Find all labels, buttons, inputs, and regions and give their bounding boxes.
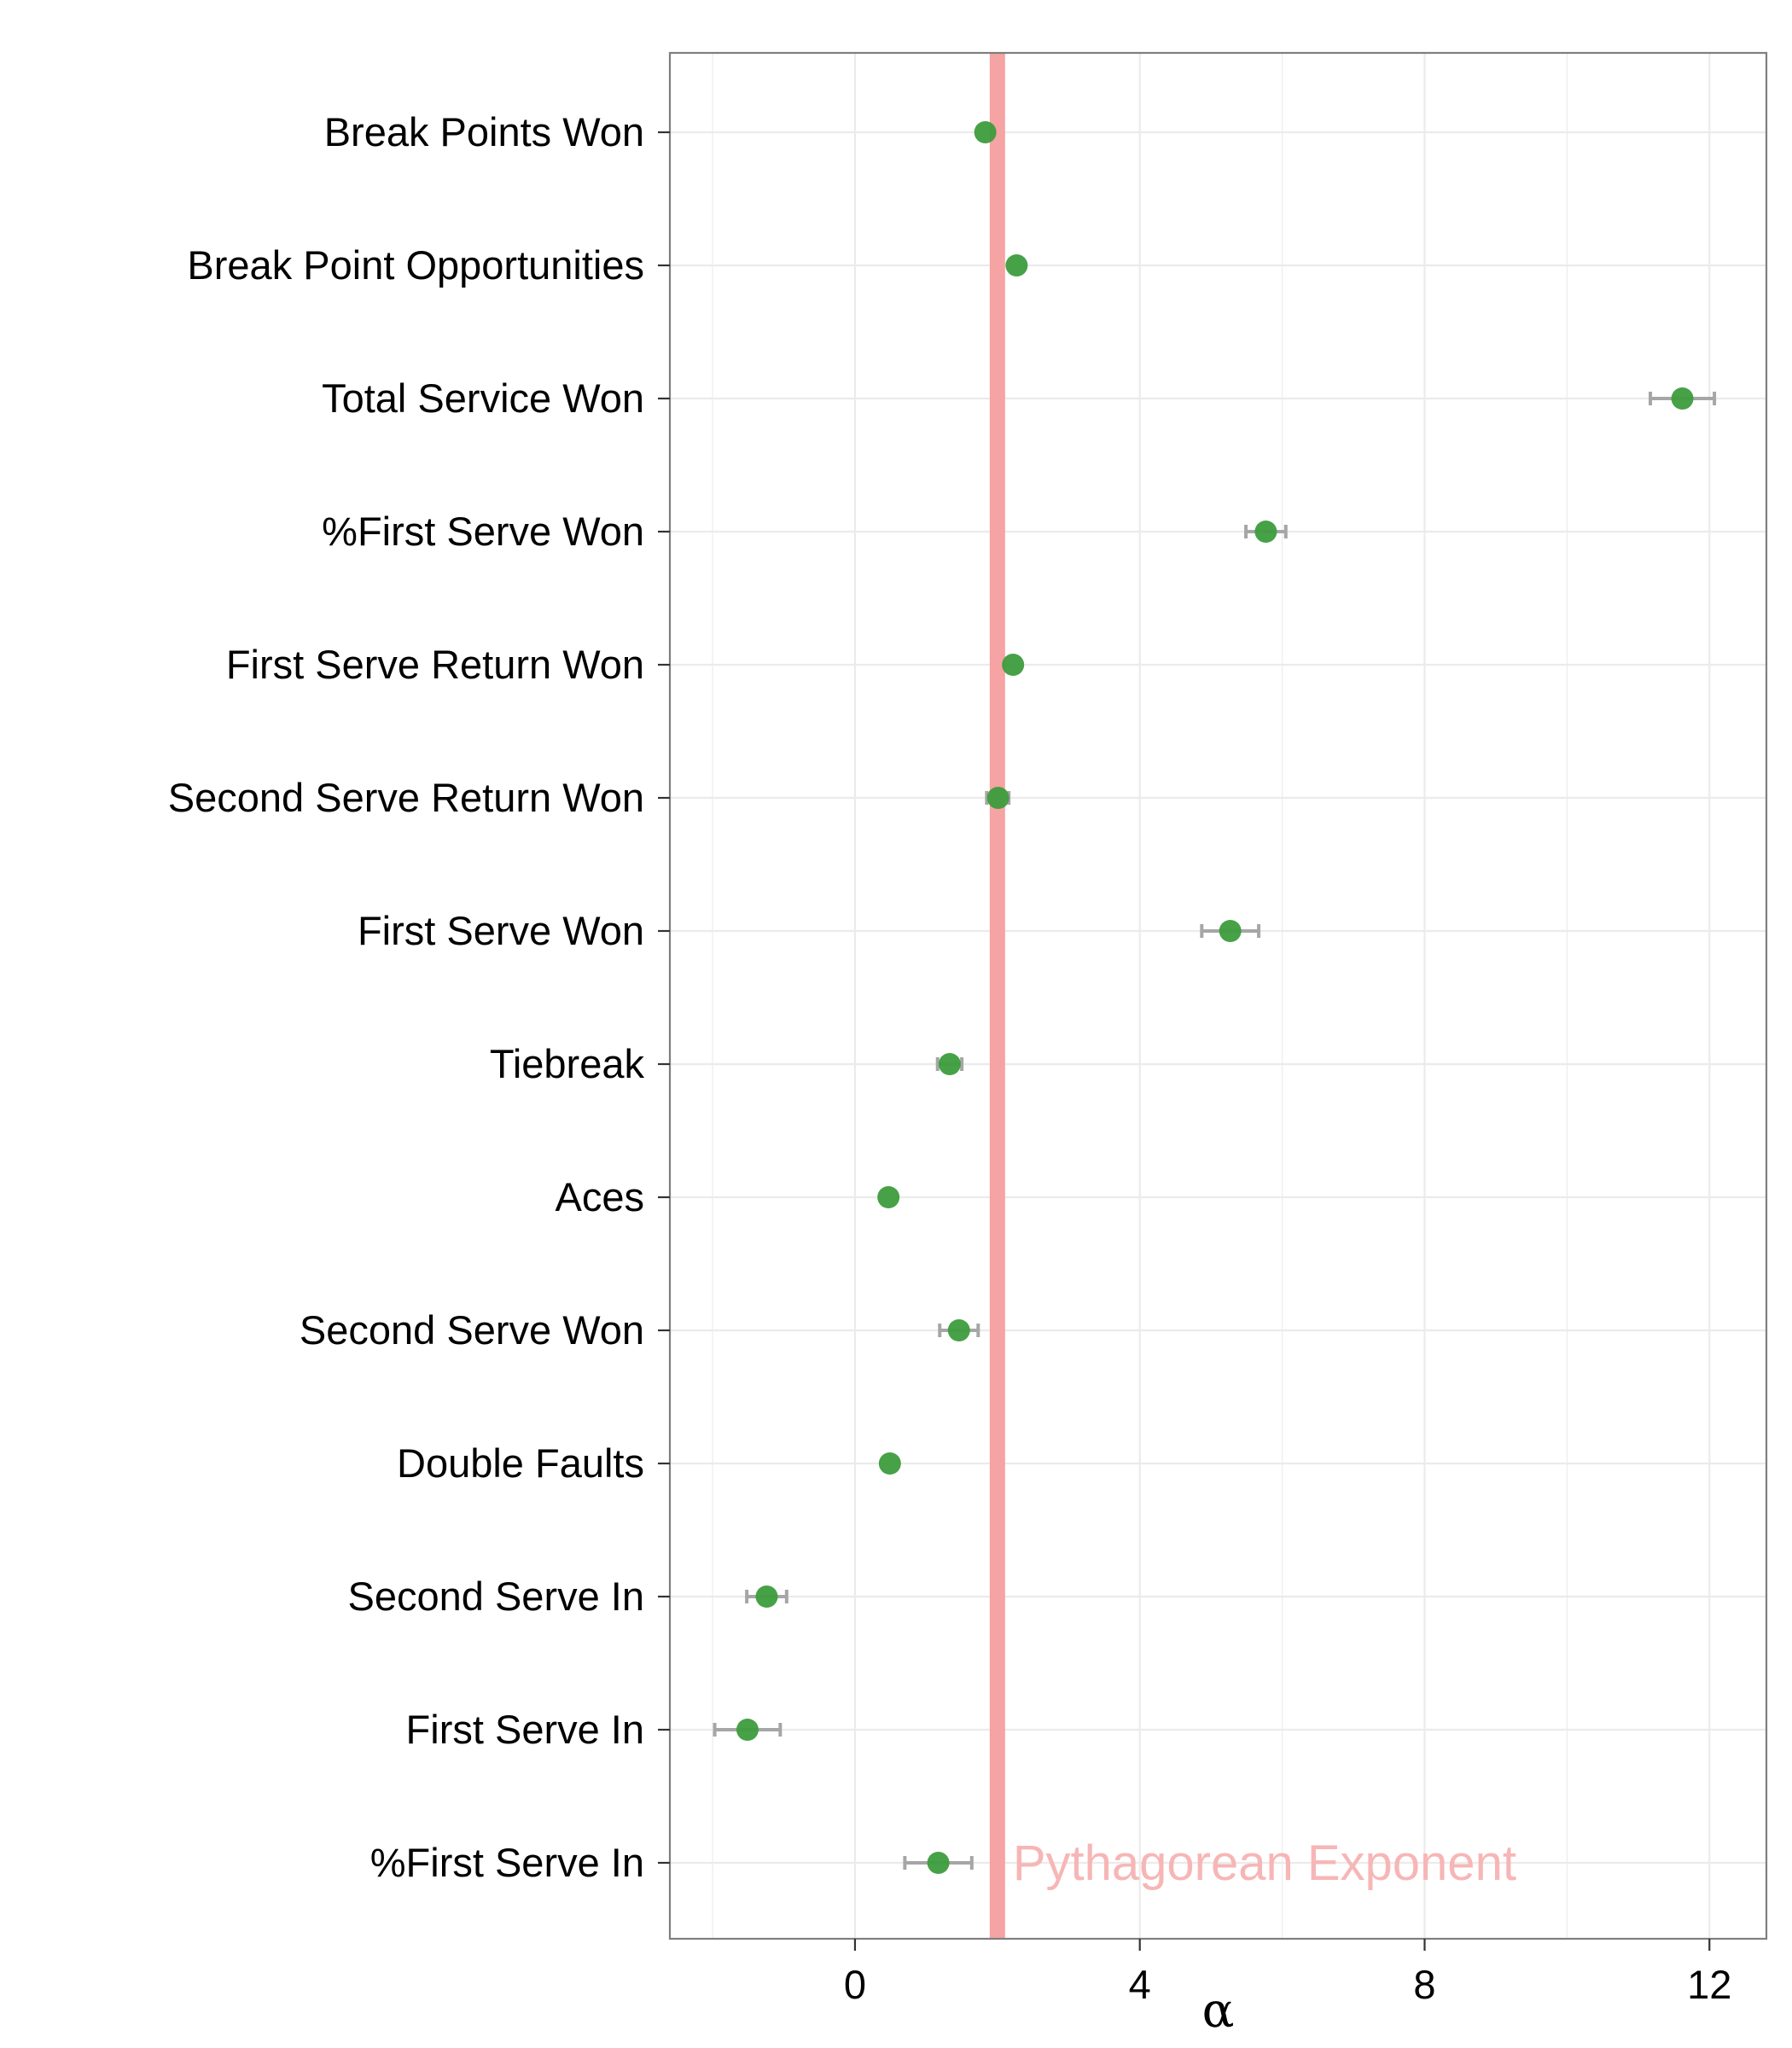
data-point bbox=[878, 1452, 901, 1475]
y-tick-label: First Serve Return Won bbox=[226, 642, 644, 687]
y-tick-label: Double Faults bbox=[397, 1440, 644, 1486]
x-axis: 0 4 8 12 bbox=[844, 1939, 1731, 2007]
data-point bbox=[938, 1053, 961, 1075]
data-point bbox=[1254, 521, 1277, 543]
y-tick-label: %First Serve Won bbox=[322, 509, 644, 554]
y-tick-label: Total Service Won bbox=[322, 375, 644, 421]
x-tick-label: 4 bbox=[1129, 1962, 1151, 2007]
y-tick-label: Break Points Won bbox=[324, 109, 644, 154]
y-tick-label: Aces bbox=[556, 1174, 645, 1219]
y-tick-label: First Serve In bbox=[406, 1707, 644, 1752]
y-tick-label: Second Serve Return Won bbox=[168, 775, 644, 820]
data-point bbox=[1005, 254, 1028, 276]
data-point bbox=[1002, 654, 1025, 676]
data-point bbox=[927, 1852, 950, 1874]
plot-background bbox=[670, 53, 1766, 1939]
x-axis-title: α bbox=[1202, 1983, 1235, 2039]
x-tick-label: 8 bbox=[1413, 1962, 1435, 2007]
y-tick-label: First Serve Won bbox=[358, 908, 644, 953]
y-tick-label: Break Point Opportunities bbox=[187, 242, 644, 288]
data-point bbox=[1671, 387, 1694, 410]
plot-border bbox=[668, 51, 1768, 1940]
y-tick-label: Second Serve In bbox=[348, 1574, 645, 1619]
data-point bbox=[877, 1186, 900, 1208]
data-point bbox=[947, 1319, 970, 1341]
y-tick-label: %First Serve In bbox=[370, 1840, 644, 1885]
data-point bbox=[1219, 920, 1242, 942]
y-tick-label: Tiebreak bbox=[490, 1041, 645, 1086]
reference-layer: Pythagorean Exponent bbox=[989, 53, 1516, 1939]
x-tick-label: 0 bbox=[844, 1962, 866, 2007]
reference-line-label: Pythagorean Exponent bbox=[1013, 1836, 1516, 1891]
data-points bbox=[736, 121, 1694, 1874]
y-axis: Break Points Won Break Point Opportunitie… bbox=[168, 109, 670, 1885]
data-point bbox=[974, 121, 997, 143]
data-point bbox=[986, 787, 1009, 809]
data-point bbox=[755, 1585, 778, 1608]
x-tick-label: 12 bbox=[1687, 1962, 1731, 2007]
y-tick-label: Second Serve Won bbox=[300, 1307, 644, 1353]
data-point bbox=[736, 1719, 759, 1741]
gridlines bbox=[670, 53, 1766, 1939]
